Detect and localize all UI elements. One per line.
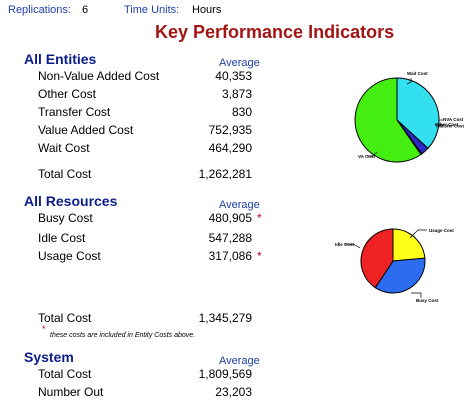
row-label: Value Added Cost <box>38 123 134 137</box>
pie-slice-usage-cost <box>392 228 426 262</box>
page-title: Key Performance Indicators <box>155 22 395 42</box>
row-label: Number Out <box>38 385 104 399</box>
pie-label: NVA Cost <box>443 117 464 122</box>
pie-label-leader <box>345 243 361 249</box>
pie-label-leader <box>438 123 444 126</box>
pie-label: Usage Cost <box>429 228 454 233</box>
row-label: Busy Cost <box>38 211 93 225</box>
pie-label-leader <box>411 292 422 298</box>
row-value: 480,905 <box>208 211 252 225</box>
time-units-label: Time Units: <box>124 4 180 16</box>
pie-label: Idle Cost <box>335 242 355 247</box>
replications-value: 6 <box>82 4 89 16</box>
row-label: Idle Cost <box>38 231 86 245</box>
time-units-value: Hours <box>192 4 222 16</box>
included-marker: * <box>257 211 262 225</box>
row-value: 40,353 <box>215 69 252 83</box>
row-value: 3,873 <box>221 87 252 101</box>
footnote-marker: * <box>42 324 46 334</box>
entities-total-label: Total Cost <box>38 167 92 181</box>
row-value: 752,935 <box>208 123 252 137</box>
resources-total-value: 1,345,279 <box>198 311 252 325</box>
pie-label: Transfer Cost <box>435 124 465 129</box>
pie-label: Busy Cost <box>416 298 439 303</box>
row-value: 23,203 <box>215 385 252 399</box>
pie-label: Wait Cost <box>407 71 428 76</box>
pie-slice-idle-cost <box>360 228 394 289</box>
entities-heading: All Entities <box>24 51 97 67</box>
system-heading: System <box>24 349 74 365</box>
resources-column-header: Average <box>219 199 260 211</box>
pie-label-leader <box>367 151 378 157</box>
pie-label-leader <box>406 78 412 85</box>
row-label: Transfer Cost <box>38 105 111 119</box>
row-value: 1,809,569 <box>198 367 252 381</box>
row-value: 464,290 <box>208 141 252 155</box>
replications-label: Replications: <box>8 4 71 16</box>
resource-cost-pie-chart: Usage Cost Busy Cost Idle Cost <box>335 228 454 303</box>
row-label: Non-Value Added Cost <box>38 69 160 83</box>
row-label: Wait Cost <box>38 141 90 155</box>
pie-slice-busy-cost <box>374 257 426 294</box>
row-label: Total Cost <box>38 367 92 381</box>
row-label: Usage Cost <box>38 249 101 263</box>
pie-slice-va-cost <box>354 77 422 163</box>
resources-total-label: Total Cost <box>38 311 92 325</box>
row-value: 547,288 <box>208 231 252 245</box>
entities-total-value: 1,262,281 <box>198 167 252 181</box>
pie-label-leader <box>409 229 427 239</box>
footnote: these costs are included in Entity Costs… <box>50 332 196 339</box>
system-column-header: Average <box>219 355 260 367</box>
entities-column-header: Average <box>219 57 260 69</box>
row-value: 830 <box>231 105 252 119</box>
row-value: 317,086 <box>208 249 252 263</box>
included-marker: * <box>257 249 262 263</box>
resources-heading: All Resources <box>24 193 118 209</box>
pie-label: Other Cost <box>435 122 459 127</box>
pie-label: VA Cost <box>358 154 376 159</box>
pie-slice-wait-cost <box>396 77 440 150</box>
row-label: Other Cost <box>38 87 97 101</box>
